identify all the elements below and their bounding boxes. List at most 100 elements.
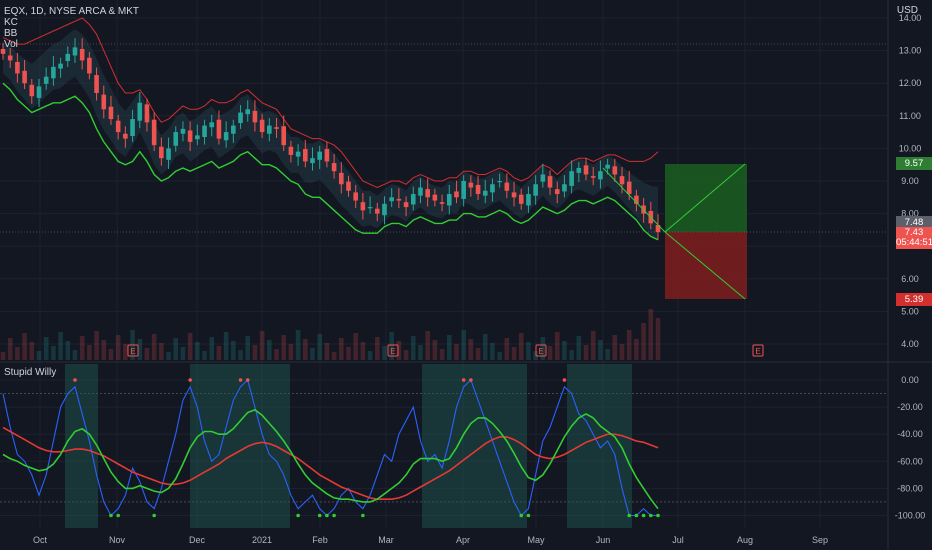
volume-bar [94,331,99,360]
candle-body [396,198,402,201]
legend-item-bb[interactable]: BB [4,28,18,39]
volume-bar [605,349,610,360]
volume-bar [29,342,35,360]
oversold-dot [361,513,365,518]
volume-bar [540,337,546,360]
volume-bar [590,331,596,360]
oversold-dot [627,513,632,518]
target-arrow[interactable] [664,163,746,233]
volume-bar [475,348,481,360]
volume-bar [432,340,438,360]
candle-body [590,176,596,178]
volume-bar [0,352,6,360]
earnings-marker-label: E [538,347,543,356]
volume-bar [281,335,287,360]
candle-body [288,146,294,155]
price-tick-label: 11.00 [899,111,921,121]
volume-bar [619,344,625,360]
oscillator-tick-label: -20.00 [897,402,923,412]
price-tick-label: 12.00 [899,78,922,88]
volume-bar [634,339,639,360]
time-tick-label: Jul [672,535,684,545]
candle-body [554,189,560,195]
oversold-dot [296,513,300,518]
time-tick-label: May [527,535,545,545]
volume-bar [360,342,366,360]
oversold-dot [641,513,646,518]
volume-bar [504,338,510,360]
candle-body [583,165,589,175]
candle-body [353,192,358,201]
stop-price-badge: 5.39 [896,293,932,306]
volume-bar [79,336,85,360]
oversold-dot [109,513,113,518]
earnings-marker-label: E [130,347,135,356]
oscillator-tick-label: -40.00 [897,429,923,439]
legend-item-kc[interactable]: KC [4,17,18,28]
candle-body [504,182,510,191]
candle-body [72,47,78,56]
candle-body [432,194,438,201]
earnings-marker[interactable] [535,344,547,357]
volume-bar [655,318,661,360]
candle-body [403,202,409,208]
oscillator-signal-dots [73,378,660,518]
oversold-dot [116,513,120,518]
oscillator-title[interactable]: Stupid Willy [4,367,57,378]
symbol-title[interactable]: EQX, 1D, NYSE ARCA & MKT [4,6,140,17]
candle-body [29,84,35,97]
stop-arrow[interactable] [664,231,746,300]
earnings-marker[interactable] [752,344,764,357]
candle-body [115,120,121,133]
volume-bar [295,330,301,360]
candle-body [65,53,71,62]
volume-bar [382,346,387,360]
oversold-dot [332,513,336,518]
time-tick-label: Jun [596,535,611,545]
volume-bar [310,348,315,360]
oscillator-slow-line [2,426,659,500]
volume-bar [626,330,632,360]
volume-bar [101,340,107,360]
volume-bar [497,352,502,360]
candle-body [374,208,380,214]
candle-body [310,158,315,164]
price-grid [0,0,888,528]
time-axis[interactable]: Oct Nov Dec 2021 Feb Mar Apr May Jun Jul Aug Sep [33,535,828,545]
oscillator-axis[interactable]: 0.00 -20.00 -40.00 -60.00 -80.00 -100.00 [895,375,926,521]
current-price-badge: 7.48 [896,216,932,229]
earnings-marker[interactable] [387,344,399,357]
volume-bar [144,348,150,360]
candle-body [634,195,639,204]
time-tick-label: Feb [312,535,328,545]
price-tick-label: 4.00 [901,339,919,349]
price-tick-label: 8.00 [901,209,919,219]
volume-bar [72,350,78,360]
candle-body [166,148,171,160]
candle-body [317,151,323,160]
volume-bar [410,336,416,360]
volume-bar [166,352,171,360]
time-tick-label: Dec [189,535,206,545]
candle-body [173,132,179,146]
candle-body [389,197,394,202]
legend-item-vol[interactable]: Vol [4,39,18,50]
candle-body [274,127,279,129]
overbought-dot [562,378,567,382]
candle-body [367,207,373,209]
candle-body [51,66,56,79]
volume-bar [598,340,603,360]
candle-body [7,55,13,61]
overbought-dot [461,378,466,382]
earnings-marker-label: E [755,347,760,356]
volume-bar [202,351,207,360]
earnings-marker[interactable] [127,344,139,357]
volume-bar [173,338,179,360]
trend-down-line[interactable] [602,167,666,233]
oversold-dot [634,513,639,518]
oscillator-zones [65,364,632,528]
candle-body [303,149,308,162]
chart-legend: EQX, 1D, NYSE ARCA & MKT KC BB Vol [4,6,139,50]
candle-body [547,176,553,188]
